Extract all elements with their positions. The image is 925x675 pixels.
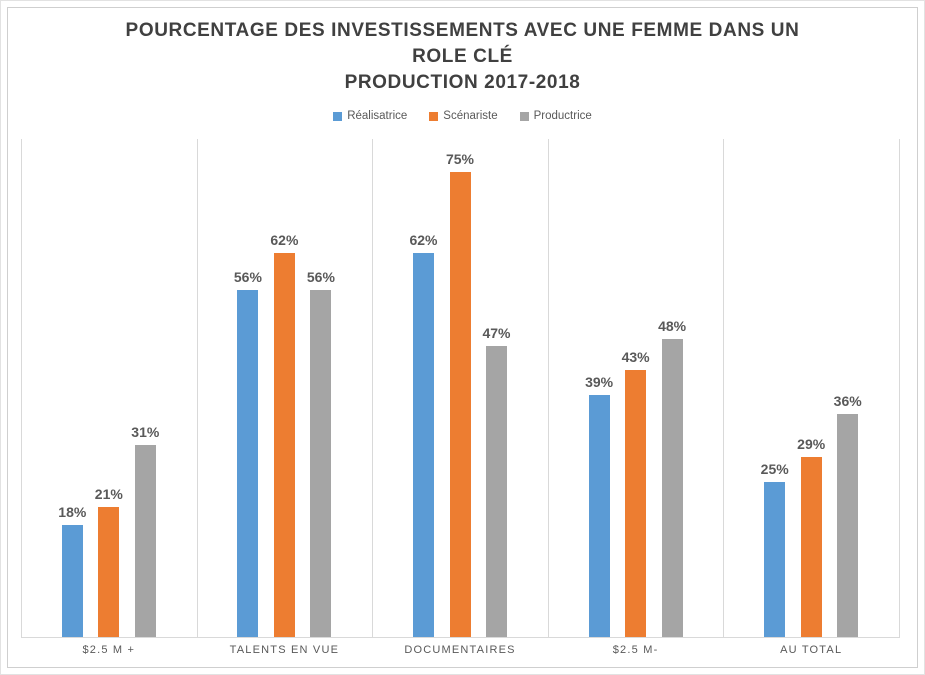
- legend-swatch-icon: [333, 111, 343, 121]
- bar-value-label: 21%: [94, 485, 123, 502]
- legend-label: Productrice: [533, 110, 592, 122]
- bar-value-label: 62%: [409, 231, 438, 248]
- bar-scénariste-5: [800, 457, 822, 637]
- bar-réalisatrice-5: [764, 482, 786, 637]
- category-axis: $2.5 M + TALENTS EN VUE DOCUMENTAIRES $2.5 …: [21, 644, 899, 662]
- legend-swatch-icon: [429, 111, 439, 121]
- bar-scénariste-4: [625, 370, 647, 637]
- bar-value-label: 47%: [482, 324, 511, 341]
- bar-value-label: 75%: [445, 151, 475, 167]
- legend-item-2: Scénariste: [429, 110, 498, 122]
- bar-value-label: 48%: [658, 318, 687, 335]
- chart-title-line-2: ROLE CLÉ: [412, 46, 513, 67]
- bar-value-label: 56%: [233, 268, 262, 285]
- bar-value-label: 25%: [760, 461, 789, 477]
- plot-area: 18% 21% 31% 56% 62% 56% 62% 75% 47% 39% 43% 48% 25% 2…: [21, 139, 900, 638]
- gridline: [372, 139, 373, 638]
- legend-swatch-icon: [519, 111, 529, 121]
- legend-item-3: Productrice: [519, 110, 592, 122]
- bar-value-label: 62%: [270, 231, 299, 248]
- bar-value-label: 56%: [306, 268, 335, 285]
- category-label-3: DOCUMENTAIRES: [404, 644, 516, 656]
- bar-réalisatrice-4: [588, 395, 610, 637]
- bar-productrice-5: [837, 413, 859, 637]
- bar-scénariste-2: [273, 252, 295, 637]
- chart-title-line-1: POURCENTAGE DES INVESTISSEMENTS AVEC UNE…: [125, 20, 800, 41]
- chart-title: POURCENTAGE DES INVESTISSEMENTS AVEC UNE…: [1, 18, 924, 96]
- bar-value-label: 36%: [833, 392, 862, 409]
- bar-productrice-3: [486, 345, 507, 637]
- bar-value-label: 39%: [585, 374, 614, 391]
- legend-label: Réalisatrice: [347, 110, 408, 122]
- bar-réalisatrice-1: [61, 525, 83, 637]
- category-label-5: AU TOTAL: [780, 644, 843, 656]
- category-label-4: $2.5 M-: [612, 644, 659, 656]
- bar-productrice-4: [661, 339, 683, 637]
- x-axis-line: [21, 637, 899, 638]
- legend-item-1: Réalisatrice: [333, 110, 407, 122]
- gridline: [197, 139, 198, 638]
- bar-scénariste-1: [98, 506, 120, 637]
- bar-productrice-1: [134, 444, 156, 637]
- gridline: [723, 139, 724, 638]
- legend-label: Scénariste: [443, 110, 498, 122]
- category-label-1: $2.5 M +: [82, 644, 136, 656]
- bar-scénariste-3: [449, 172, 471, 637]
- gridline: [899, 139, 900, 638]
- gridline: [548, 139, 549, 638]
- bar-réalisatrice-2: [237, 289, 259, 637]
- chart-title-line-3: PRODUCTION 2017-2018: [344, 72, 581, 93]
- bar-productrice-2: [310, 289, 332, 637]
- gridline: [21, 139, 22, 638]
- bar-value-label: 18%: [58, 504, 87, 521]
- bar-réalisatrice-3: [413, 252, 434, 637]
- bar-value-label: 29%: [797, 436, 826, 453]
- bar-value-label: 43%: [621, 349, 650, 366]
- category-label-2: TALENTS EN VUE: [229, 644, 340, 656]
- chart-legend: Réalisatrice Scénariste Productrice: [1, 107, 924, 125]
- bar-value-label: 31%: [131, 423, 160, 440]
